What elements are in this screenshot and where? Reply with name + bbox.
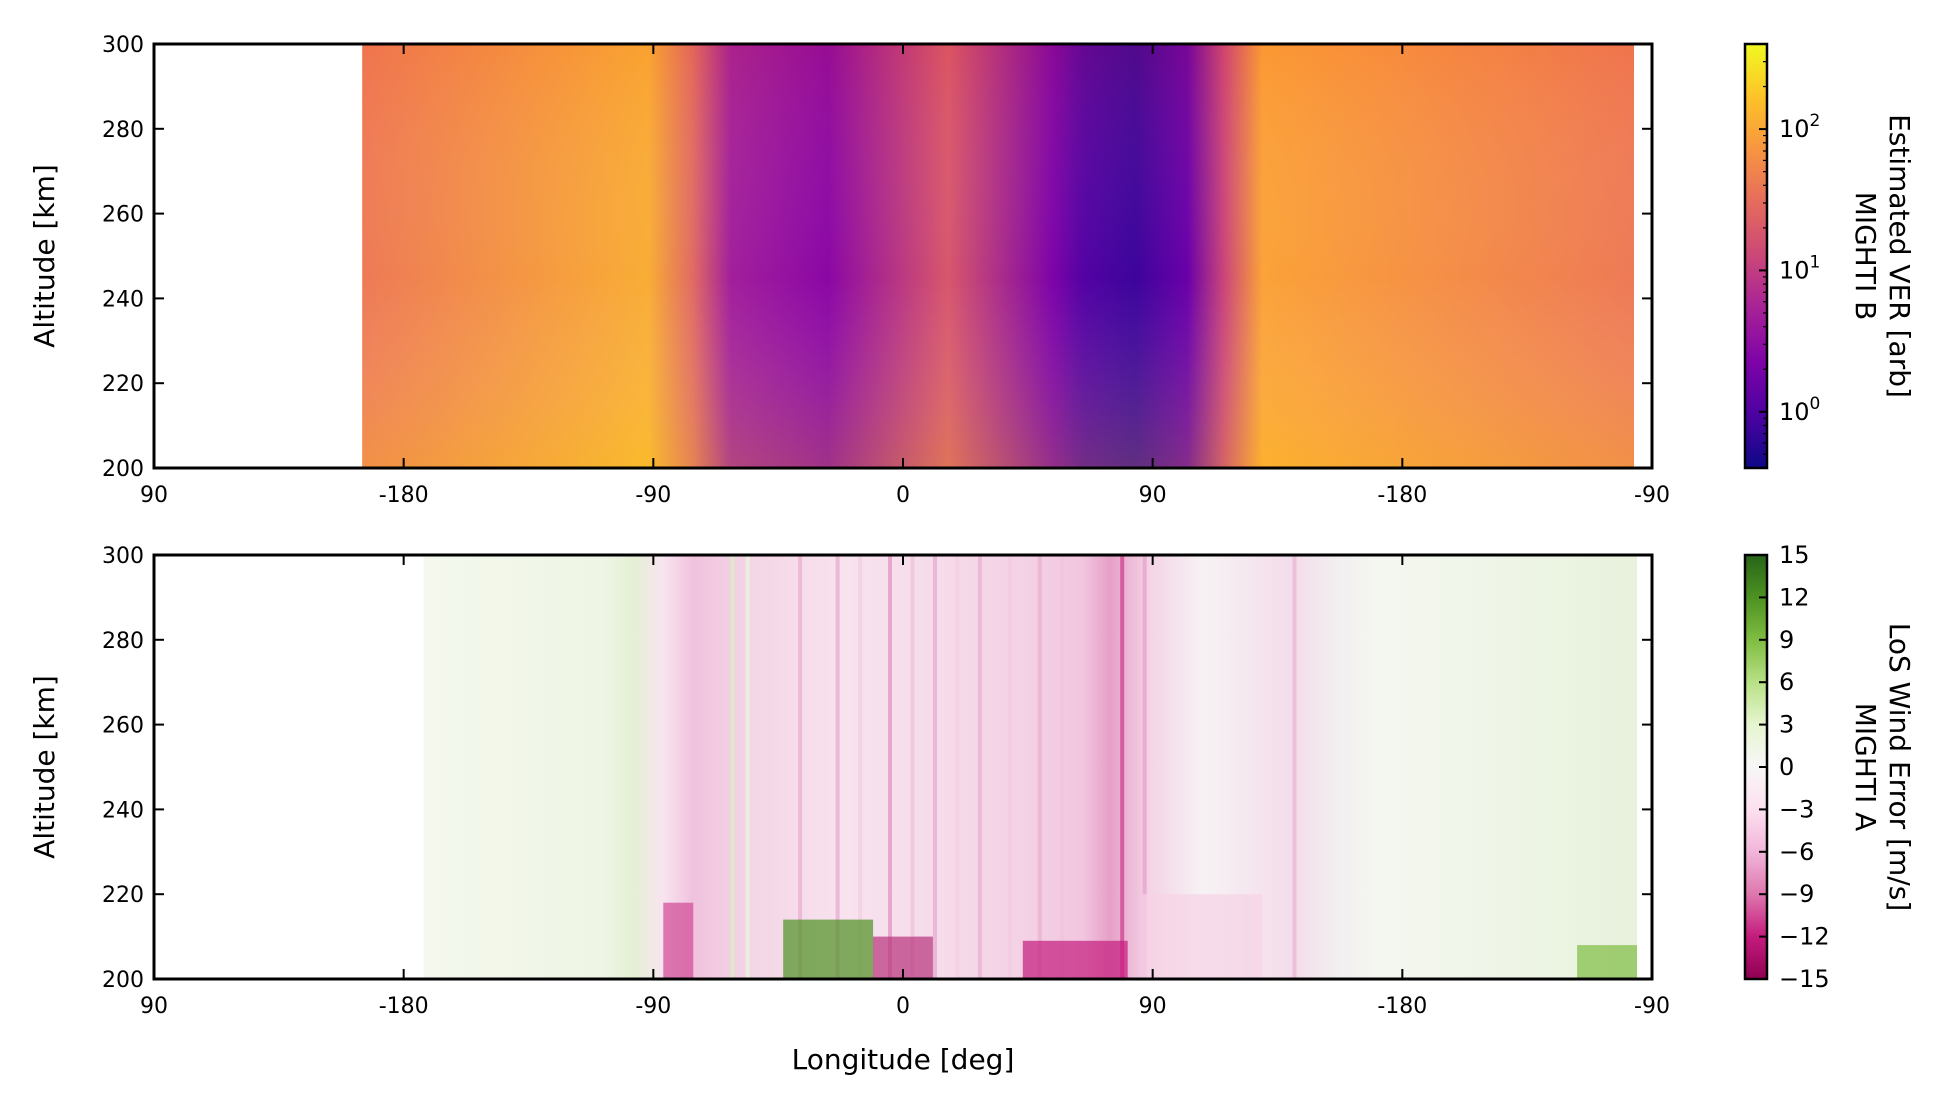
wind-y-tick-label: 220 <box>102 883 144 908</box>
ver-y-tick-label: 300 <box>102 33 144 58</box>
ver-y-tick-label: 200 <box>102 457 144 482</box>
wind-streak <box>835 555 840 979</box>
wind-y-tick-label: 240 <box>102 798 144 823</box>
ver-colorbar: 100 101 102 Estimated VER [arb] MIGHTI B <box>1743 42 1916 470</box>
wind-colorbar-tick-label: 6 <box>1779 668 1794 696</box>
wind-colorbar: 15 12 9 6 3 0 −3 −6 −9 −12 −15 LoS Wind Error [m/s… <box>1743 541 1916 993</box>
wind-colorbar-tick-label: −6 <box>1779 838 1814 866</box>
wind-x-axis-label: Longitude [deg] <box>792 1043 1015 1076</box>
wind-colorbar-tick-label: −3 <box>1779 795 1814 823</box>
wind-x-tick-labels: 90 -180 -90 0 90 -180 -90 <box>140 994 1670 1019</box>
wind-y-tick-labels: 300 280 260 240 220 200 <box>102 544 144 993</box>
wind-y-tick-label: 260 <box>102 714 144 739</box>
wind-colorbar-tick-label: 15 <box>1779 541 1810 569</box>
wind-x-tick-label: -90 <box>1634 994 1670 1019</box>
wind-streak <box>1037 555 1042 979</box>
ver-x-tick-label: 90 <box>1139 483 1167 508</box>
wind-streak <box>798 555 803 979</box>
wind-low-altitude-patch <box>1022 940 1128 979</box>
ver-plot-frame <box>152 42 1654 470</box>
wind-y-axis-label: Altitude [km] <box>28 675 61 859</box>
ver-altitude-shading <box>362 44 1635 468</box>
wind-colorbar-tick-label: 12 <box>1779 583 1810 611</box>
wind-colorbar-tick-label: −12 <box>1779 923 1830 951</box>
ver-heatmap-panel: 90 -180 -90 0 90 -180 -90 300 280 260 240 220 200 A… <box>28 33 1670 508</box>
wind-streak <box>1060 555 1065 979</box>
wind-streak <box>933 555 937 979</box>
wind-x-tick-label: -90 <box>635 994 671 1019</box>
ver-x-tick-label: -180 <box>1377 483 1427 508</box>
wind-streak <box>858 555 863 979</box>
ver-colorbar-tick-label: 100 <box>1779 394 1820 426</box>
wind-streak <box>745 555 750 979</box>
wind-streak <box>1007 555 1012 979</box>
ver-colorbar-ticks: 100 101 102 <box>1759 43 1820 469</box>
wind-streak <box>910 555 915 979</box>
wind-y-tick-label: 300 <box>102 544 144 569</box>
wind-colorbar-gradient <box>1745 555 1767 979</box>
wind-x-tick-label: 0 <box>896 994 910 1019</box>
ver-y-tick-label: 220 <box>102 372 144 397</box>
wind-error-heatmap-panel: 90 -180 -90 0 90 -180 -90 300 280 260 240 220 200 A… <box>28 544 1670 1076</box>
ver-colorbar-label-line-1: Estimated VER [arb] <box>1883 114 1916 398</box>
wind-plot-frame <box>152 553 1654 981</box>
wind-streak <box>888 555 892 979</box>
wind-streak <box>730 555 735 979</box>
wind-colorbar-tick-label: 0 <box>1779 753 1794 781</box>
wind-x-tick-label: -180 <box>1377 994 1427 1019</box>
ver-x-tick-label: -90 <box>635 483 671 508</box>
wind-streak <box>955 555 960 979</box>
ver-colorbar-frame <box>1743 42 1769 470</box>
wind-x-tick-label: 90 <box>1139 994 1167 1019</box>
ver-y-tick-labels: 300 280 260 240 220 200 <box>102 33 144 482</box>
wind-streak <box>1292 555 1297 979</box>
ver-x-tick-labels: 90 -180 -90 0 90 -180 -90 <box>140 483 1670 508</box>
ver-x-tick-label: 0 <box>896 483 910 508</box>
wind-low-altitude-patch <box>1577 945 1637 979</box>
wind-colorbar-tick-label: 3 <box>1779 711 1794 739</box>
wind-y-tick-label: 200 <box>102 968 144 993</box>
ver-colorbar-tick-label: 101 <box>1779 252 1820 284</box>
wind-colorbar-ticks: 15 12 9 6 3 0 −3 −6 −9 −12 −15 <box>1759 541 1830 993</box>
ver-colorbar-gradient <box>1745 44 1767 468</box>
wind-low-altitude-patch <box>663 902 694 979</box>
ver-y-axis-label: Altitude [km] <box>28 164 61 348</box>
ver-x-tick-label: -90 <box>1634 483 1670 508</box>
ver-y-tick-label: 240 <box>102 287 144 312</box>
ver-colorbar-tick-label: 102 <box>1779 111 1820 143</box>
ver-colorbar-label-line-2: MIGHTI B <box>1849 192 1882 321</box>
wind-colorbar-tick-label: 9 <box>1779 626 1794 654</box>
wind-colorbar-tick-label: −15 <box>1779 965 1830 993</box>
wind-colorbar-tick-label: −9 <box>1779 880 1814 908</box>
ver-y-tick-label: 260 <box>102 203 144 228</box>
wind-colorbar-label: LoS Wind Error [m/s] MIGHTI A <box>1849 623 1916 911</box>
wind-heatmap-image <box>423 555 1638 979</box>
wind-colorbar-label-line-2: MIGHTI A <box>1849 703 1882 832</box>
wind-low-altitude-patch <box>783 919 874 979</box>
wind-y-tick-label: 280 <box>102 629 144 654</box>
wind-streak <box>1142 555 1147 979</box>
ver-y-tick-label: 280 <box>102 118 144 143</box>
ver-x-tick-label: 90 <box>140 483 168 508</box>
wind-x-tick-label: -180 <box>379 994 429 1019</box>
ver-colorbar-label: Estimated VER [arb] MIGHTI B <box>1849 114 1916 398</box>
wind-heatmap-streaks <box>663 555 1637 979</box>
wind-colorbar-label-line-1: LoS Wind Error [m/s] <box>1883 623 1916 911</box>
ver-x-tick-label: -180 <box>379 483 429 508</box>
wind-low-altitude-patch <box>1142 894 1263 979</box>
wind-streak <box>977 555 982 979</box>
wind-x-tick-label: 90 <box>140 994 168 1019</box>
wind-streak <box>1120 555 1125 979</box>
